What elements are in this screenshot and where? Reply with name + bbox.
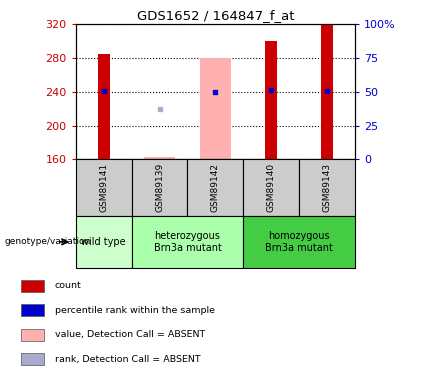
Bar: [132, 159, 187, 216]
Bar: [200, 58, 231, 159]
Bar: [21, 280, 44, 292]
Text: genotype/variation: genotype/variation: [4, 237, 90, 246]
Bar: [144, 157, 175, 159]
Bar: [243, 216, 355, 268]
Text: value, Detection Call = ABSENT: value, Detection Call = ABSENT: [55, 330, 205, 339]
Text: GSM89143: GSM89143: [323, 163, 332, 212]
Bar: [132, 216, 243, 268]
Bar: [21, 304, 44, 316]
Text: heterozygous
Brn3a mutant: heterozygous Brn3a mutant: [154, 231, 221, 253]
Text: count: count: [55, 281, 81, 290]
Bar: [299, 159, 355, 216]
Bar: [265, 41, 278, 159]
Bar: [187, 159, 243, 216]
Bar: [97, 54, 110, 159]
Bar: [21, 353, 44, 365]
Text: wild type: wild type: [81, 237, 126, 247]
Bar: [21, 329, 44, 340]
Title: GDS1652 / 164847_f_at: GDS1652 / 164847_f_at: [137, 9, 294, 22]
Text: rank, Detection Call = ABSENT: rank, Detection Call = ABSENT: [55, 355, 200, 364]
Text: GSM89140: GSM89140: [267, 163, 276, 212]
Bar: [76, 159, 132, 216]
Text: GSM89142: GSM89142: [211, 163, 220, 212]
Text: GSM89141: GSM89141: [99, 163, 108, 212]
Bar: [76, 216, 132, 268]
Bar: [243, 159, 299, 216]
Text: percentile rank within the sample: percentile rank within the sample: [55, 306, 215, 315]
Text: homozygous
Brn3a mutant: homozygous Brn3a mutant: [265, 231, 333, 253]
Text: GSM89139: GSM89139: [155, 163, 164, 212]
Bar: [321, 24, 333, 159]
